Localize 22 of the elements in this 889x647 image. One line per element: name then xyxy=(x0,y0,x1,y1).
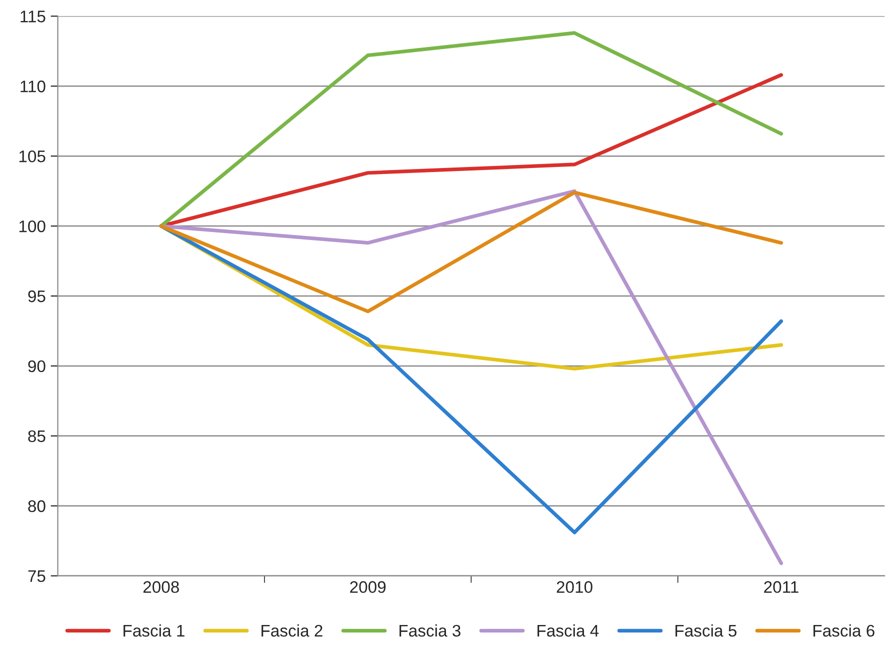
x-tick-label: 2011 xyxy=(764,581,798,593)
legend-label: Fascia 1 xyxy=(124,624,184,637)
legend-label: Fascia 6 xyxy=(814,624,874,637)
x-tick-label: 2010 xyxy=(556,581,592,593)
y-tick-label: 95 xyxy=(28,290,46,302)
legend-label: Fascia 5 xyxy=(676,624,736,637)
y-tick-label: 90 xyxy=(28,360,46,372)
y-tick-label: 115 xyxy=(20,10,46,22)
x-tick-label: 2009 xyxy=(350,581,386,593)
line-series xyxy=(159,224,784,534)
y-tick-label: 80 xyxy=(28,500,46,512)
y-tick-label: 100 xyxy=(19,220,46,232)
y-tick-label: 85 xyxy=(28,430,46,442)
legend-label: Fascia 3 xyxy=(400,624,460,637)
line-series xyxy=(159,190,784,314)
y-tick-label: 75 xyxy=(28,570,46,582)
x-tick-label: 2008 xyxy=(143,581,179,593)
legend-label: Fascia 2 xyxy=(262,624,322,637)
line-series xyxy=(159,189,784,566)
y-tick-label: 105 xyxy=(19,150,46,162)
legend-label: Fascia 4 xyxy=(538,624,599,637)
y-tick-label: 110 xyxy=(20,80,46,92)
